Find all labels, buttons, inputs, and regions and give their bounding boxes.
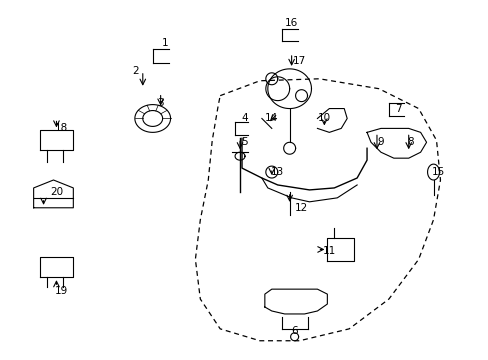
Text: 1: 1 [162,38,168,48]
Text: 6: 6 [291,326,297,336]
Text: 7: 7 [395,104,401,113]
Text: 19: 19 [55,286,68,296]
Text: 15: 15 [431,167,444,177]
Text: 5: 5 [241,137,248,147]
Text: 2: 2 [132,66,139,76]
Text: 12: 12 [294,203,307,213]
Text: 3: 3 [157,98,163,108]
Text: 9: 9 [377,137,384,147]
Text: 4: 4 [241,113,248,123]
Text: 18: 18 [55,123,68,134]
Text: 11: 11 [322,247,335,256]
Text: 8: 8 [407,137,413,147]
Text: 20: 20 [50,187,63,197]
Text: 13: 13 [270,167,284,177]
Text: 14: 14 [264,113,278,123]
Text: 16: 16 [285,18,298,28]
Text: 17: 17 [292,56,305,66]
Text: 10: 10 [317,113,330,123]
